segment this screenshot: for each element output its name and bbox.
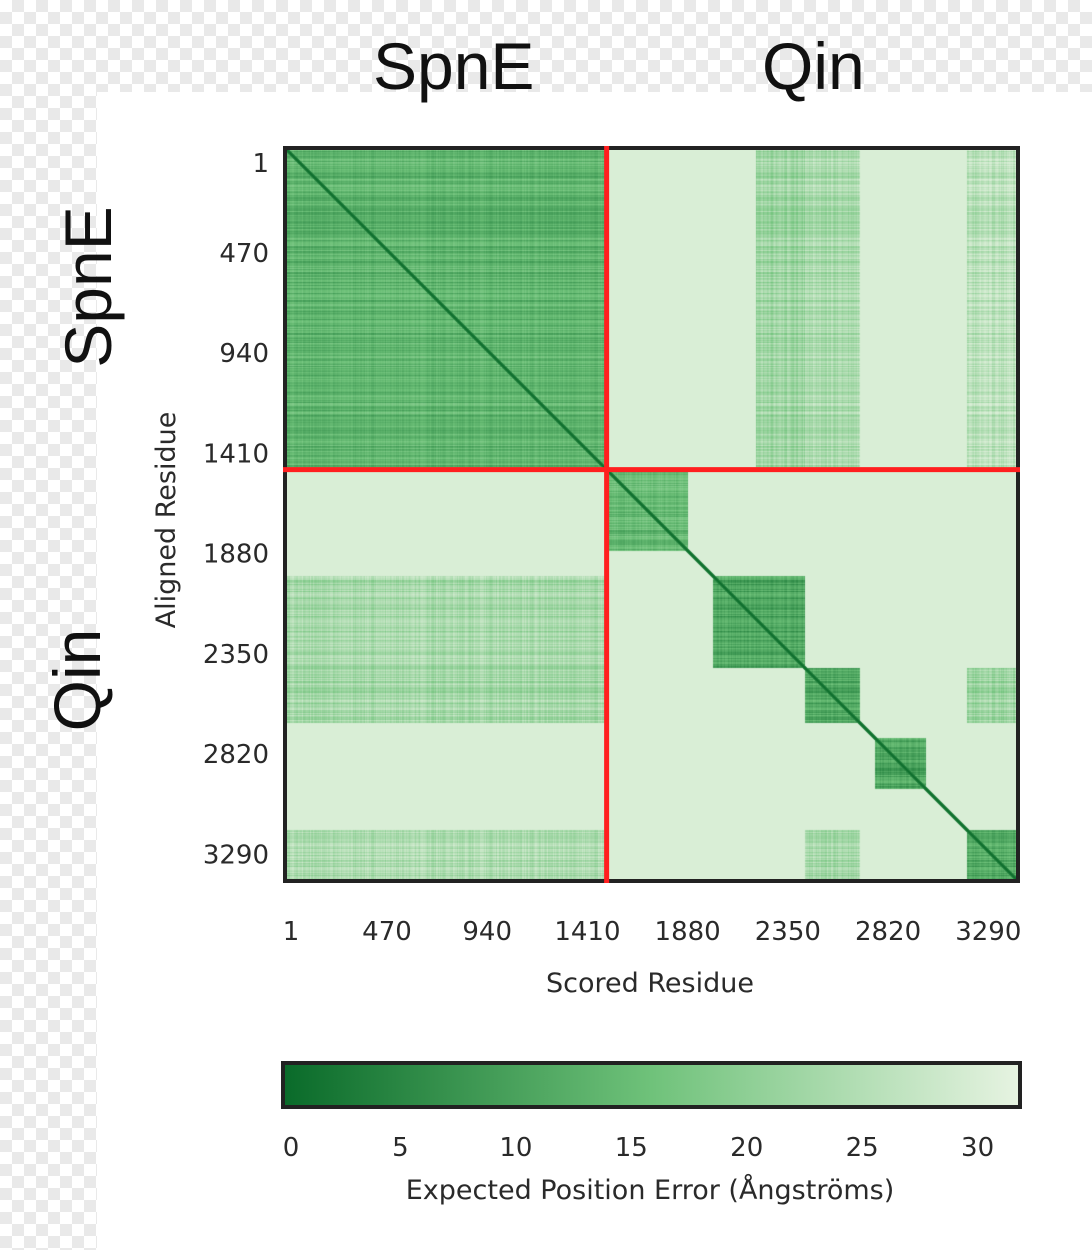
heatmap-frame	[283, 146, 1020, 883]
top-label-qin: Qin	[762, 29, 865, 103]
top-label-spne: SpnE	[373, 29, 535, 103]
left-label-spne: SpnE	[51, 206, 125, 368]
heatmap-cells	[287, 150, 1016, 879]
left-label-qin: Qin	[40, 628, 114, 732]
colorbar	[281, 1061, 1022, 1109]
pae-heatmap	[283, 146, 1020, 883]
colorbar-title: Expected Position Error (Ångströms)	[405, 1175, 895, 1206]
heatmap-overlay	[283, 146, 1020, 883]
y-axis-title: Aligned Residue	[151, 411, 182, 629]
x-axis-title: Scored Residue	[546, 968, 754, 999]
